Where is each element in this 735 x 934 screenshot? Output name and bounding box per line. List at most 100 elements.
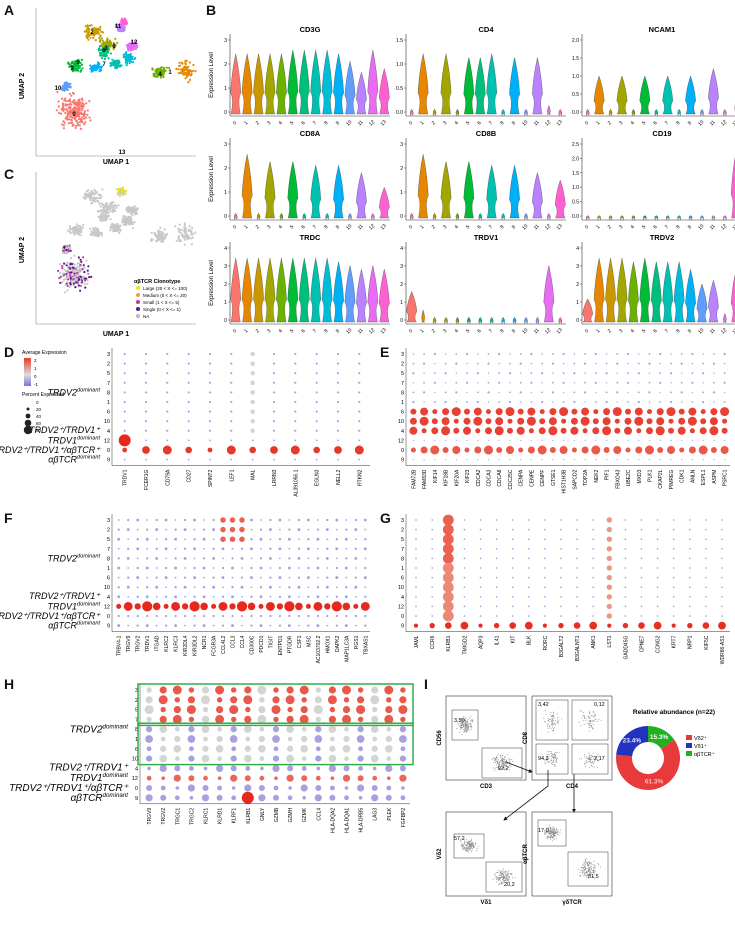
umap-point [81,102,84,105]
dotplot-dot [160,736,166,742]
dotplot-dot [145,566,149,570]
flow-event [500,871,502,873]
dotplot-dot [354,518,357,522]
violin-xtick: 2 [255,120,261,126]
dotplot-dot [160,706,166,713]
umap-clonotype-point [184,231,188,234]
dotplot-dot [244,715,252,723]
violin-shape [730,156,735,219]
umap-point [106,42,109,45]
violin-xtick: 10 [521,327,529,335]
umap-point [86,24,89,27]
dotplot-dot [479,519,482,521]
violin-shape [639,75,651,115]
dotplot-dot [250,614,253,618]
umap-point [188,61,192,64]
flow-event [505,871,507,873]
umap-point [65,83,68,86]
dotplot-dot [431,538,434,541]
flow-event [581,870,583,872]
violin-shape [378,187,390,219]
dotplot-dot [624,567,627,569]
umap-point [177,72,180,75]
dotplot-dot [193,566,196,570]
umap-clonotype-point [135,209,138,212]
flow-event [553,727,554,729]
flow-event [589,767,591,769]
umap-point [177,68,180,71]
dotplot-dot [342,706,351,714]
violin-shape [467,317,471,324]
umap-a-ylabel: UMAP 2 [19,73,26,99]
violin-xtick: 11 [709,327,717,335]
dotplot-dot [400,687,406,693]
violin-ytick: 2 [224,62,227,68]
flow-event [503,881,505,882]
dotplot-dot [713,381,715,384]
flow-event [508,879,510,881]
violin-xtick: 6 [476,224,482,230]
umap-clonotype-point [190,233,193,236]
dotplot-dot [335,547,339,551]
flow-event [499,760,501,762]
violin-xtick: 9 [511,328,517,334]
umap-point [75,124,78,127]
dotplot-dot [713,459,715,461]
dotplot-dot [539,409,545,415]
flow-event [551,719,553,721]
dotplot-dot [507,418,513,424]
umap-point [94,64,97,67]
flow-event [594,756,596,758]
dotplot-dot [208,400,212,404]
violin-xtick: 5 [641,120,647,126]
umap-clonotype-point [74,286,77,289]
flow-event [503,764,504,765]
flow-event [470,845,472,847]
dotplot-dot [269,624,272,627]
flow-event [471,851,473,853]
dotplot-dot [317,519,319,521]
dotplot-dot [268,556,272,560]
flow-event [467,729,468,731]
dotplot-dot [656,557,659,560]
dotplot-dot [614,418,620,424]
umap-cluster-label: 9 [70,66,74,72]
umap-point [129,58,132,62]
dotplot-dot [358,362,361,365]
umap-point [67,122,71,125]
flow-event [589,870,591,872]
dotplot-dot [342,744,351,753]
flow-event [470,724,472,726]
dotplot-dot [174,528,177,531]
dotplot-dot [616,439,618,441]
violin-shape [321,50,333,115]
dotplot-dot [279,586,281,589]
flow-event [499,873,501,875]
dotplot-dot [288,519,291,521]
umap-point [122,55,125,58]
dotplot-dot [429,622,435,629]
umap-clonotype-point [157,229,160,232]
flow-event [593,860,595,862]
flow-event [461,723,463,725]
dotplot-dot [336,381,340,384]
violin-ytick: 0 [400,318,403,324]
dotplot-dot [370,725,379,734]
umap-clonotype-point [112,210,115,214]
dotplot-dot [595,459,597,461]
dotplot-dot [144,381,148,384]
dotplot-dot [705,547,707,550]
dotplot-dot [442,601,454,612]
flow-event [589,862,591,864]
umap-point [92,66,95,69]
dotplot-dot [250,547,253,551]
violin-xtick: 5 [641,328,647,334]
dotplot-dot [288,557,291,560]
flow-event [588,758,590,760]
dotplot-dot [466,372,468,375]
flow-event [472,720,474,722]
violin-ytick: 0.5 [396,86,403,92]
dotplot-dot [273,716,279,723]
dotplot-dot [358,381,361,384]
